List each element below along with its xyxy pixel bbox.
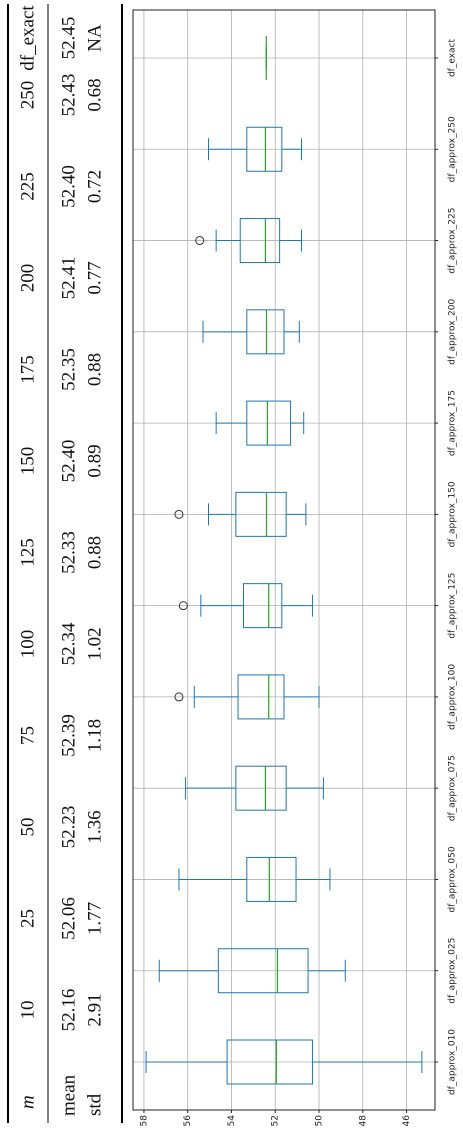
table-cell: 52.40 [58,440,79,483]
x-tick-label: df_approx_250 [448,116,458,182]
outlier [174,692,184,702]
box [246,126,283,172]
row-label: mean [58,1074,79,1116]
table-cell: 52.34 [58,622,79,665]
y-tick-label: 52 [271,1115,281,1126]
table-cell: 0.88 [84,536,105,569]
table-cell: 52.43 [58,74,79,117]
header-cell: 250 [17,81,38,110]
row-label: std [84,1093,105,1116]
x-tick-label: df_approx_125 [448,573,458,639]
header-cell: 75 [17,726,38,745]
x-tick-label: df_approx_200 [448,299,458,365]
y-tick-label: 46 [402,1115,412,1127]
x-tick-label: df_approx_050 [448,846,458,912]
box [235,491,287,537]
box [243,583,283,629]
table-cell: 52.16 [58,989,79,1032]
outlier [178,601,188,611]
table-cell: 1.36 [84,810,105,843]
x-tick-label: df_approx_025 [448,938,458,1004]
header-cell: 200 [17,264,38,293]
header-cell: m [17,1095,38,1109]
table-cell: 52.39 [58,714,79,757]
x-tick-label: df_approx_150 [448,481,458,547]
box [246,856,297,902]
y-tick-label: 54 [227,1115,237,1127]
table-cell: 0.88 [84,353,105,386]
header-cell: 25 [17,909,38,928]
header-cell: 150 [17,447,38,476]
x-tick-label: df_approx_075 [448,755,458,821]
box [217,948,309,994]
header-cell: df_exact [17,5,38,71]
table-cell: 0.72 [84,170,105,203]
y-tick-label: 58 [139,1115,149,1127]
y-tick-label: 50 [315,1115,325,1127]
header-cell: 175 [17,355,38,384]
table-cell: 0.89 [84,444,105,477]
table-cell: 1.18 [84,719,105,752]
y-tick-label: 48 [358,1115,368,1127]
table-cell: 1.02 [84,627,105,660]
header-cell: 100 [17,630,38,659]
y-tick-label: 56 [183,1115,193,1127]
table-cell: 0.68 [84,78,105,111]
outlier [174,509,184,519]
x-tick-label: df_approx_175 [448,390,458,456]
table-cell: 52.35 [58,348,79,391]
table-cell: 52.45 [58,17,79,60]
table-cell: 1.77 [84,902,105,935]
header-cell: 50 [17,818,38,837]
plot-frame [132,9,436,1111]
table-cell: 52.41 [58,257,79,300]
box [239,218,281,264]
outlier [195,236,205,246]
table-cell: 0.77 [84,261,105,294]
table-cell: NA [84,24,105,52]
header-cell: 125 [17,538,38,567]
box [246,400,292,446]
table-cell: 52.40 [58,165,79,208]
x-tick-label: df_approx_100 [448,664,458,730]
box [246,309,285,355]
x-tick-label: df_approx_010 [448,1029,458,1095]
table-cell: 52.23 [58,806,79,849]
box [237,674,285,720]
x-tick-label: df_approx_225 [448,208,458,274]
box [235,765,287,811]
x-tick-label: df_exact [448,38,458,77]
table-cell: 52.33 [58,531,79,574]
header-cell: 10 [17,1001,38,1020]
header-cell: 225 [17,172,38,201]
box [226,1039,313,1085]
table-cell: 2.91 [84,993,105,1026]
table-cell: 52.06 [58,897,79,940]
